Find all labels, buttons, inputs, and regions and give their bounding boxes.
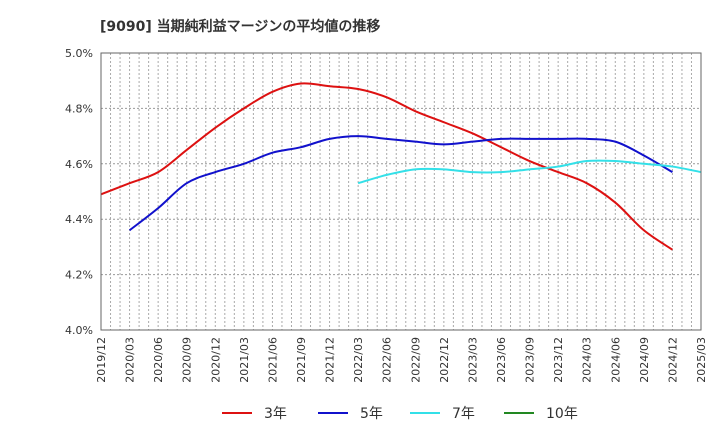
- legend: 3年 5年 7年 10年: [222, 406, 578, 422]
- series-line: [100, 82, 673, 251]
- legend-label: 10年: [546, 406, 578, 422]
- x-tick-label: 2023/03: [466, 337, 479, 383]
- x-tick-label: 2024/03: [581, 337, 594, 383]
- y-tick-label: 4.8%: [65, 102, 93, 115]
- legend-label: 5年: [360, 406, 383, 422]
- x-tick-label: 2022/09: [409, 337, 422, 383]
- legend-label: 3年: [264, 406, 287, 422]
- x-tick-label: 2024/09: [638, 337, 651, 383]
- x-tick-label: 2020/09: [181, 337, 194, 383]
- x-tick-label: 2020/06: [152, 337, 165, 383]
- x-tick-label: 2020/12: [209, 337, 222, 383]
- x-tick-label: 2019/12: [95, 337, 108, 383]
- y-tick-label: 4.4%: [65, 213, 93, 226]
- series-line: [357, 159, 702, 185]
- plot-frame: [100, 52, 702, 331]
- y-tick-label: 4.6%: [65, 158, 93, 171]
- x-tick-label: 2021/09: [295, 337, 308, 383]
- series-line: [128, 135, 673, 232]
- x-tick-label: 2023/09: [524, 337, 537, 383]
- y-tick-label: 4.2%: [65, 269, 93, 282]
- y-tick-label: 4.0%: [65, 324, 93, 337]
- legend-label: 7年: [452, 406, 475, 422]
- x-tick-label: 2021/12: [324, 337, 337, 383]
- x-tick-label: 2023/12: [552, 337, 565, 383]
- x-tick-label: 2021/03: [238, 337, 251, 383]
- x-tick-label: 2023/06: [495, 337, 508, 383]
- y-axis-ticks: 4.0% 4.2% 4.4% 4.6% 4.8% 5.0%: [65, 47, 93, 337]
- x-axis-ticks: 2019/12 2020/03 2020/06 2020/09 2020/12 2021/…: [95, 337, 708, 383]
- series-lines: [100, 82, 702, 251]
- y-tick-label: 5.0%: [65, 47, 93, 60]
- chart-title: [9090] 当期純利益マージンの平均値の推移: [100, 18, 380, 35]
- grid: [100, 52, 702, 331]
- x-tick-label: 2022/03: [352, 337, 365, 383]
- x-tick-label: 2024/06: [609, 337, 622, 383]
- x-tick-label: 2021/06: [266, 337, 279, 383]
- x-tick-label: 2020/03: [124, 337, 137, 383]
- x-tick-label: 2022/12: [438, 337, 451, 383]
- x-tick-label: 2024/12: [666, 337, 679, 383]
- x-tick-label: 2025/03: [695, 337, 708, 383]
- x-tick-label: 2022/06: [381, 337, 394, 383]
